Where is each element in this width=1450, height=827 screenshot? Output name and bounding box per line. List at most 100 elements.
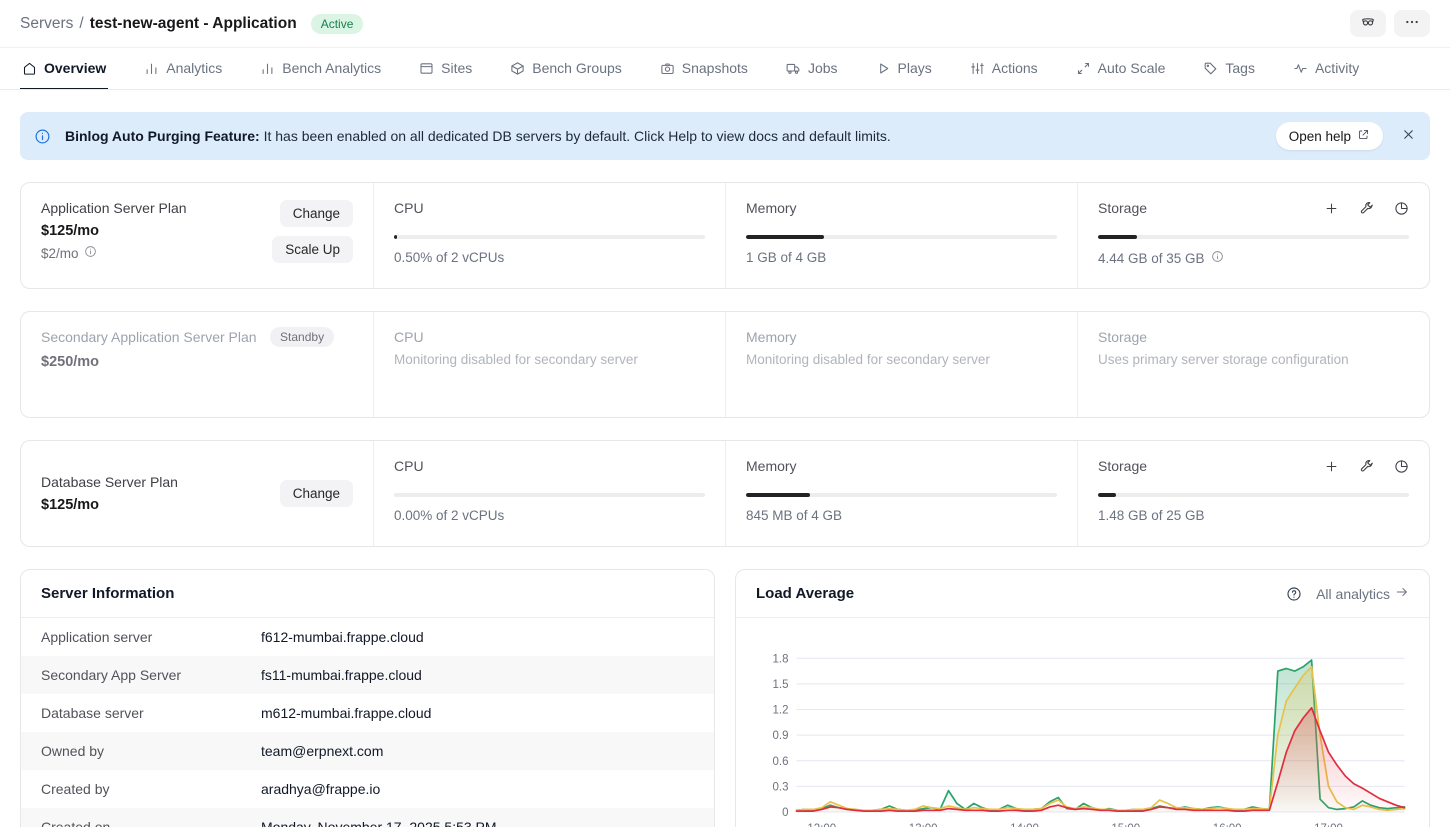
table-row: Created by aradhya@frappe.io	[21, 770, 714, 808]
more-options-button[interactable]	[1394, 10, 1430, 37]
tab-snapshots[interactable]: Snapshots	[658, 48, 750, 89]
tab-label: Snapshots	[681, 60, 748, 76]
storage-caption: Uses primary server storage configuratio…	[1098, 352, 1349, 367]
open-help-label: Open help	[1288, 128, 1351, 144]
tab-plays[interactable]: Plays	[874, 48, 934, 89]
banner-text: Binlog Auto Purging Feature: It has been…	[65, 128, 1262, 144]
add-storage-icon[interactable]	[1324, 201, 1339, 216]
plan-name: Application Server Plan	[41, 200, 187, 216]
tab-jobs[interactable]: Jobs	[784, 48, 840, 89]
activity-icon	[1293, 61, 1308, 76]
close-icon	[1401, 127, 1416, 145]
row-label: Application server	[41, 629, 153, 645]
breadcrumb-servers-link[interactable]: Servers	[20, 14, 74, 32]
storage-progressbar	[1098, 493, 1409, 497]
cpu-caption: Monitoring disabled for secondary server	[394, 352, 638, 367]
banner-message: It has been enabled on all dedicated DB …	[263, 128, 891, 144]
plan-name: Secondary Application Server Plan	[41, 329, 257, 345]
storage-metric: Storage 4.44 GB of 35 GB	[1077, 183, 1429, 288]
tab-label: Actions	[991, 60, 1038, 76]
arrow-right-icon	[1395, 585, 1409, 602]
chart-help-icon[interactable]	[1286, 586, 1302, 602]
configure-storage-icon[interactable]	[1359, 459, 1374, 474]
plan-price: $125/mo	[41, 223, 100, 239]
memory-caption: 1 GB of 4 GB	[746, 250, 827, 265]
sliders-icon	[970, 61, 985, 76]
storage-breakdown-icon[interactable]	[1394, 459, 1409, 474]
memory-label: Memory	[746, 200, 797, 216]
header: Servers / test-new-agent - Application A…	[0, 0, 1450, 47]
memory-caption: Monitoring disabled for secondary server	[746, 352, 990, 367]
server-information-table: Application server f612-mumbai.frappe.clo…	[21, 618, 714, 827]
info-circle-icon	[34, 128, 51, 145]
storage-label: Storage	[1098, 329, 1148, 345]
table-row: Created on Monday, November 17, 2025 5:53…	[21, 808, 714, 827]
memory-metric: Memory 1 GB of 4 GB	[725, 183, 1077, 288]
svg-text:17:00: 17:00	[1314, 823, 1343, 827]
cpu-caption: 0.50% of 2 vCPUs	[394, 250, 505, 265]
tab-overview[interactable]: Overview	[20, 48, 109, 89]
cpu-label: CPU	[394, 458, 424, 474]
server-information-title: Server Information	[41, 585, 175, 602]
cpu-label: CPU	[394, 329, 424, 345]
tab-label: Sites	[441, 60, 473, 76]
info-icon[interactable]	[84, 245, 97, 261]
table-row: Application server f612-mumbai.frappe.clo…	[21, 618, 714, 656]
row-value: fs11-mumbai.frappe.cloud	[261, 667, 422, 683]
tab-analytics[interactable]: Analytics	[142, 48, 224, 89]
tab-bench-groups[interactable]: Bench Groups	[508, 48, 624, 89]
tab-activity[interactable]: Activity	[1291, 48, 1361, 89]
change-plan-button[interactable]: Change	[279, 200, 353, 227]
scale-up-button[interactable]: Scale Up	[272, 236, 353, 263]
info-banner: Binlog Auto Purging Feature: It has been…	[20, 112, 1430, 160]
banner-close-button[interactable]	[1401, 127, 1416, 145]
tab-bench-analytics[interactable]: Bench Analytics	[258, 48, 383, 89]
application-server-plan-card: Application Server Plan $125/mo $2/mo Ch…	[20, 182, 1430, 289]
banner-title: Binlog Auto Purging Feature:	[65, 128, 260, 144]
secondary-server-plan-card: Secondary Application Server Plan Standb…	[20, 311, 1430, 418]
storage-breakdown-icon[interactable]	[1394, 201, 1409, 216]
tab-label: Auto Scale	[1097, 60, 1166, 76]
memory-metric: Memory 845 MB of 4 GB	[725, 441, 1077, 546]
support-mask-icon	[1360, 14, 1376, 33]
memory-progressbar	[746, 493, 1057, 497]
row-value: Monday, November 17, 2025 5:53 PM	[261, 819, 497, 827]
row-value: aradhya@frappe.io	[261, 781, 381, 797]
ellipsis-icon	[1404, 14, 1420, 33]
change-plan-button[interactable]: Change	[279, 480, 353, 507]
svg-text:1.2: 1.2	[773, 705, 789, 717]
row-label: Database server	[41, 705, 144, 721]
tab-auto-scale[interactable]: Auto Scale	[1074, 48, 1168, 89]
load-average-title: Load Average	[756, 585, 855, 602]
support-button[interactable]	[1350, 10, 1386, 37]
tab-label: Tags	[1225, 60, 1255, 76]
all-analytics-label: All analytics	[1316, 585, 1390, 602]
plan-name: Database Server Plan	[41, 474, 178, 490]
add-storage-icon[interactable]	[1324, 459, 1339, 474]
svg-text:0: 0	[782, 807, 788, 819]
cpu-metric: CPU 0.50% of 2 vCPUs	[373, 183, 725, 288]
svg-text:15:00: 15:00	[1111, 823, 1140, 827]
svg-text:0.9: 0.9	[773, 730, 789, 742]
tab-sites[interactable]: Sites	[417, 48, 474, 89]
configure-storage-icon[interactable]	[1359, 201, 1374, 216]
info-icon[interactable]	[1211, 250, 1224, 266]
camera-icon	[660, 61, 675, 76]
truck-icon	[786, 61, 801, 76]
tab-label: Plays	[897, 60, 932, 76]
table-row: Secondary App Server fs11-mumbai.frappe.c…	[21, 656, 714, 694]
play-icon	[876, 61, 891, 76]
all-analytics-link[interactable]: All analytics	[1316, 585, 1409, 602]
plan-price: $125/mo	[41, 497, 100, 513]
plan-price: $250/mo	[41, 354, 100, 370]
tab-actions[interactable]: Actions	[968, 48, 1040, 89]
home-icon	[22, 61, 37, 76]
table-row: Owned by team@erpnext.com	[21, 732, 714, 770]
svg-text:13:00: 13:00	[909, 823, 938, 827]
plan-addon-price: $2/mo	[41, 245, 79, 261]
bar-chart-icon	[144, 61, 159, 76]
tab-tags[interactable]: Tags	[1201, 48, 1257, 89]
expand-icon	[1076, 61, 1091, 76]
status-badge: Active	[310, 13, 364, 34]
open-help-button[interactable]: Open help	[1275, 122, 1383, 150]
